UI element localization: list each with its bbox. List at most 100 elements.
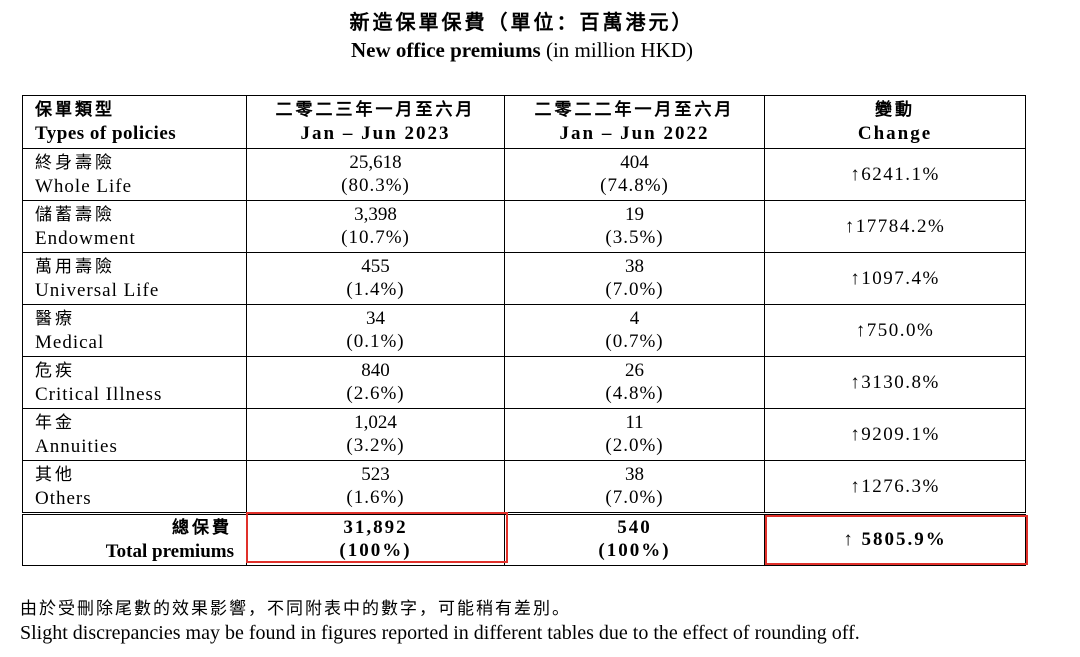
value-2023: 25,618 — [349, 151, 402, 173]
policy-type-zh: 其他 — [35, 464, 75, 485]
share-2023: (80.3%) — [341, 174, 410, 196]
value-2023: 3,398 — [354, 203, 397, 225]
table-row: 萬用壽險 Universal Life 455 (1.4%) 38 (7.0%)… — [22, 252, 1026, 305]
policy-type-en: Others — [35, 487, 92, 509]
value-2022-cell: 404 (74.8%) — [504, 148, 765, 201]
policy-type-zh: 醫療 — [35, 308, 75, 329]
value-2022-cell: 38 (7.0%) — [504, 460, 765, 514]
page-title-en-unit: (in million HKD) — [540, 38, 693, 62]
policy-type-zh: 年金 — [35, 412, 75, 433]
total-share-2023: (100%) — [339, 540, 412, 561]
header-type: 保單類型 Types of policies — [22, 95, 247, 149]
value-2022-cell: 26 (4.8%) — [504, 356, 765, 409]
premiums-table: 保單類型 Types of policies 二零二三年一月至六月 Jan – … — [22, 95, 1026, 566]
total-value-2023: 31,892 — [343, 517, 408, 538]
header-2023-zh: 二零二三年一月至六月 — [275, 100, 476, 120]
header-change: 變動 Change — [764, 95, 1026, 149]
value-2022: 11 — [625, 411, 644, 433]
total-label-cell: 總保費 Total premiums — [22, 512, 247, 566]
total-label-zh: 總保費 — [172, 518, 232, 538]
change-cell: ↑750.0% — [764, 304, 1026, 357]
value-2023-cell: 1,024 (3.2%) — [246, 408, 505, 461]
policy-type-en: Endowment — [35, 227, 136, 249]
policy-type-en: Whole Life — [35, 175, 133, 197]
change-cell: ↑3130.8% — [764, 356, 1026, 409]
value-2023: 34 — [366, 307, 385, 329]
value-2022: 19 — [625, 203, 644, 225]
share-2023: (1.6%) — [346, 486, 405, 508]
footnote-en: Slight discrepancies may be found in fig… — [20, 622, 860, 644]
total-2022-cell: 540 (100%) — [504, 512, 765, 566]
page-title-zh: 新造保單保費（單位：百萬港元） — [349, 10, 695, 34]
share-2023: (2.6%) — [346, 382, 405, 404]
change-cell: ↑1276.3% — [764, 460, 1026, 514]
total-label-en: Total premiums — [105, 541, 234, 562]
policy-type-en: Annuities — [35, 435, 118, 457]
share-2023: (10.7%) — [341, 226, 410, 248]
value-2022-cell: 4 (0.7%) — [504, 304, 765, 357]
change-cell: ↑1097.4% — [764, 252, 1026, 305]
total-2023-cell: 31,892 (100%) — [246, 512, 505, 566]
header-2022-en: Jan – Jun 2022 — [559, 123, 710, 144]
policy-type-zh: 萬用壽險 — [35, 256, 115, 277]
share-2022: (0.7%) — [605, 330, 664, 352]
value-2022: 26 — [625, 359, 644, 381]
header-change-en: Change — [857, 123, 933, 144]
value-2023: 1,024 — [354, 411, 397, 433]
footnote-zh: 由於受刪除尾數的效果影響，不同附表中的數字，可能稍有差別。 — [20, 599, 571, 619]
value-2022: 4 — [629, 307, 640, 329]
policy-type-cell: 終身壽險 Whole Life — [22, 148, 247, 201]
policy-type-en: Critical Illness — [35, 383, 163, 405]
value-2023: 455 — [361, 255, 390, 277]
table-row: 醫療 Medical 34 (0.1%) 4 (0.7%) ↑750.0% — [22, 304, 1026, 357]
policy-type-zh: 危疾 — [35, 360, 75, 381]
page-title-en: New office premiums (in million HKD) — [0, 38, 1044, 63]
share-2022: (2.0%) — [605, 434, 664, 456]
policy-type-en: Universal Life — [35, 279, 160, 301]
value-2023-cell: 3,398 (10.7%) — [246, 200, 505, 253]
policy-type-cell: 危疾 Critical Illness — [22, 356, 247, 409]
table-row: 年金 Annuities 1,024 (3.2%) 11 (2.0%) ↑920… — [22, 408, 1026, 461]
total-share-2022: (100%) — [598, 540, 671, 561]
share-2023: (3.2%) — [346, 434, 405, 456]
policy-type-cell: 萬用壽險 Universal Life — [22, 252, 247, 305]
value-2023-cell: 25,618 (80.3%) — [246, 148, 505, 201]
value-2022: 404 — [620, 151, 649, 173]
header-2022: 二零二二年一月至六月 Jan – Jun 2022 — [504, 95, 765, 149]
total-row: 總保費 Total premiums 31,892 (100%) 540 (10… — [22, 512, 1026, 566]
total-value-2022: 540 — [617, 517, 652, 538]
table-row: 危疾 Critical Illness 840 (2.6%) 26 (4.8%)… — [22, 356, 1026, 409]
highlight-box-total-2023 — [246, 512, 508, 563]
change-cell: ↑17784.2% — [764, 200, 1026, 253]
value-2023-cell: 34 (0.1%) — [246, 304, 505, 357]
policy-type-zh: 終身壽險 — [35, 152, 115, 173]
value-2023: 840 — [361, 359, 390, 381]
highlight-box-total-change — [765, 515, 1028, 565]
share-2023: (1.4%) — [346, 278, 405, 300]
header-type-en: Types of policies — [35, 123, 177, 144]
table-row: 其他 Others 523 (1.6%) 38 (7.0%) ↑1276.3% — [22, 460, 1026, 514]
value-2022: 38 — [625, 463, 644, 485]
value-2023: 523 — [361, 463, 390, 485]
share-2022: (7.0%) — [605, 486, 664, 508]
page-title-en-main: New office premiums — [351, 38, 541, 62]
value-2022-cell: 11 (2.0%) — [504, 408, 765, 461]
header-change-zh: 變動 — [875, 100, 915, 120]
header-2022-zh: 二零二二年一月至六月 — [534, 100, 735, 120]
share-2022: (74.8%) — [600, 174, 669, 196]
policy-type-cell: 儲蓄壽險 Endowment — [22, 200, 247, 253]
share-2022: (3.5%) — [605, 226, 664, 248]
value-2023-cell: 523 (1.6%) — [246, 460, 505, 514]
change-cell: ↑9209.1% — [764, 408, 1026, 461]
policy-type-cell: 醫療 Medical — [22, 304, 247, 357]
table-row: 儲蓄壽險 Endowment 3,398 (10.7%) 19 (3.5%) ↑… — [22, 200, 1026, 253]
value-2022: 38 — [625, 255, 644, 277]
value-2023-cell: 455 (1.4%) — [246, 252, 505, 305]
share-2023: (0.1%) — [346, 330, 405, 352]
table-header-row: 保單類型 Types of policies 二零二三年一月至六月 Jan – … — [22, 95, 1026, 149]
policy-type-cell: 其他 Others — [22, 460, 247, 514]
share-2022: (7.0%) — [605, 278, 664, 300]
policy-type-en: Medical — [35, 331, 105, 353]
value-2022-cell: 19 (3.5%) — [504, 200, 765, 253]
share-2022: (4.8%) — [605, 382, 664, 404]
